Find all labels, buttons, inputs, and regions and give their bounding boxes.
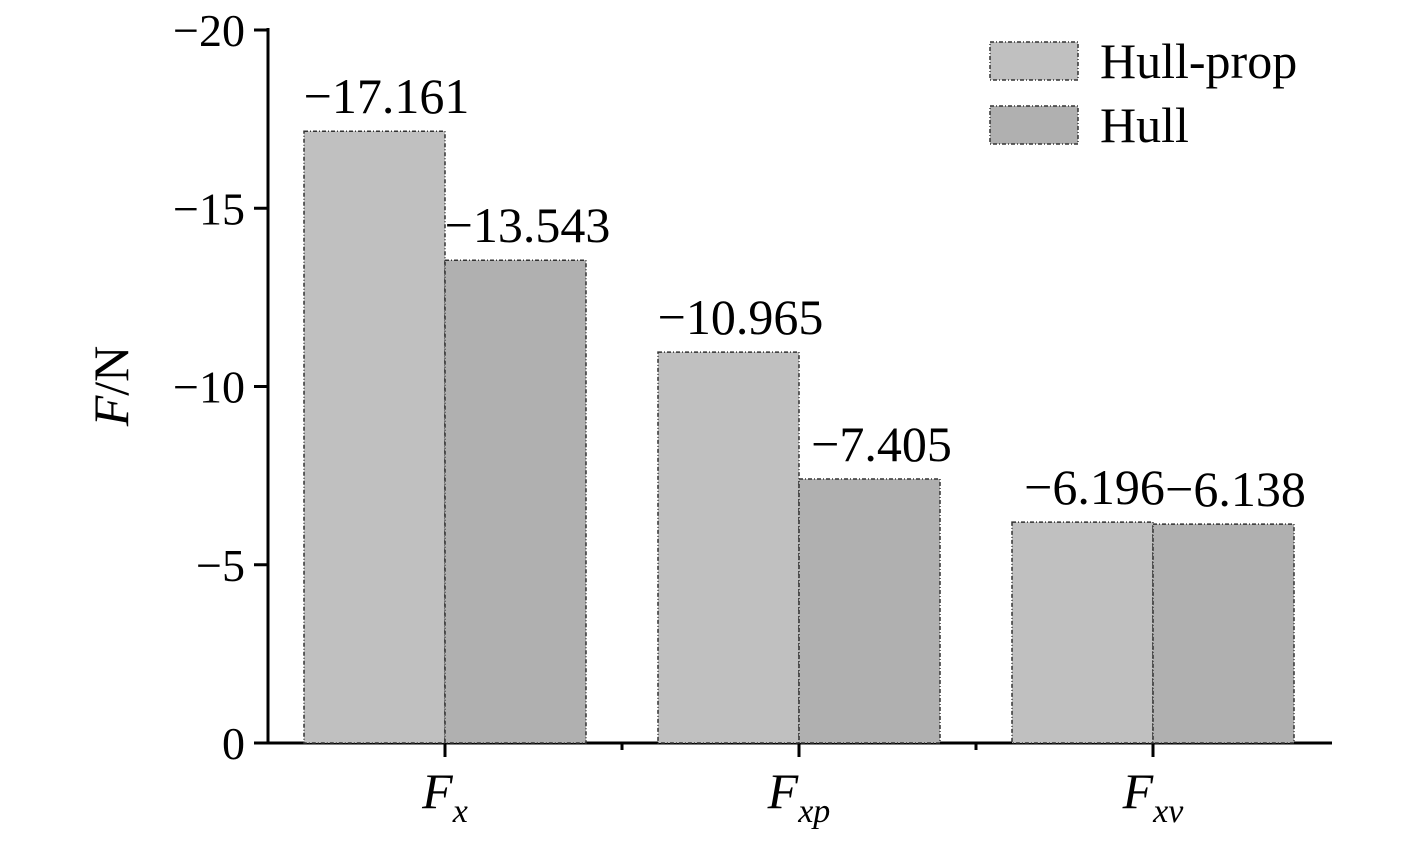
value-label: −13.543	[445, 197, 611, 253]
value-label: −7.405	[811, 416, 952, 472]
bar	[1011, 521, 1154, 744]
value-label: −10.965	[658, 289, 824, 345]
bar	[657, 351, 800, 744]
y-tick-label: −5	[196, 540, 245, 591]
x-tick-label: Fx	[421, 763, 468, 830]
y-axis-label: F/N	[83, 346, 139, 428]
bar	[444, 259, 587, 744]
y-tick-label: −10	[173, 362, 245, 413]
bar	[1152, 523, 1295, 744]
x-tick-label: Fxv	[1122, 763, 1185, 830]
x-tick-label: Fxp	[767, 763, 831, 830]
legend-label: Hull-prop	[1100, 33, 1297, 89]
value-label: −6.138	[1165, 461, 1306, 517]
value-label: −6.196	[1024, 459, 1165, 515]
y-tick-label: 0	[222, 718, 245, 769]
legend-label: Hull	[1100, 97, 1189, 153]
bar	[798, 478, 941, 744]
legend-swatch	[989, 41, 1079, 81]
bar	[303, 130, 446, 744]
y-tick-label: −20	[173, 5, 245, 56]
value-label: −17.161	[304, 68, 470, 124]
y-tick-label: −15	[173, 183, 245, 234]
legend-swatch	[989, 105, 1079, 145]
